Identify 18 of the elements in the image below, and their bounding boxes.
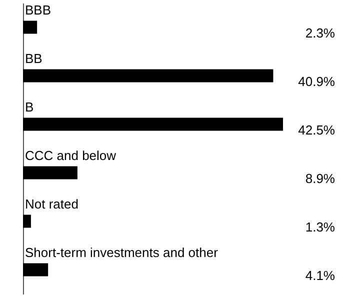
data-label: 42.5% bbox=[298, 122, 336, 138]
y-tick-label: BB bbox=[25, 50, 42, 66]
y-tick-label: CCC and below bbox=[25, 148, 117, 163]
data-label: 4.1% bbox=[305, 268, 336, 283]
y-tick-label: Short-term investments and other bbox=[25, 244, 219, 260]
bar bbox=[23, 118, 283, 131]
bar bbox=[23, 166, 78, 180]
y-tick-label: Not rated bbox=[25, 196, 78, 212]
data-label: 8.9% bbox=[305, 170, 336, 186]
bar bbox=[23, 214, 31, 228]
data-label: 2.3% bbox=[305, 25, 336, 40]
bar bbox=[23, 263, 48, 276]
y-tick-label: B bbox=[25, 99, 34, 114]
data-label: 1.3% bbox=[305, 219, 336, 234]
y-tick-label: BBB bbox=[25, 2, 52, 18]
bar bbox=[23, 20, 38, 34]
bar bbox=[23, 69, 274, 82]
data-label: 40.9% bbox=[298, 74, 336, 89]
